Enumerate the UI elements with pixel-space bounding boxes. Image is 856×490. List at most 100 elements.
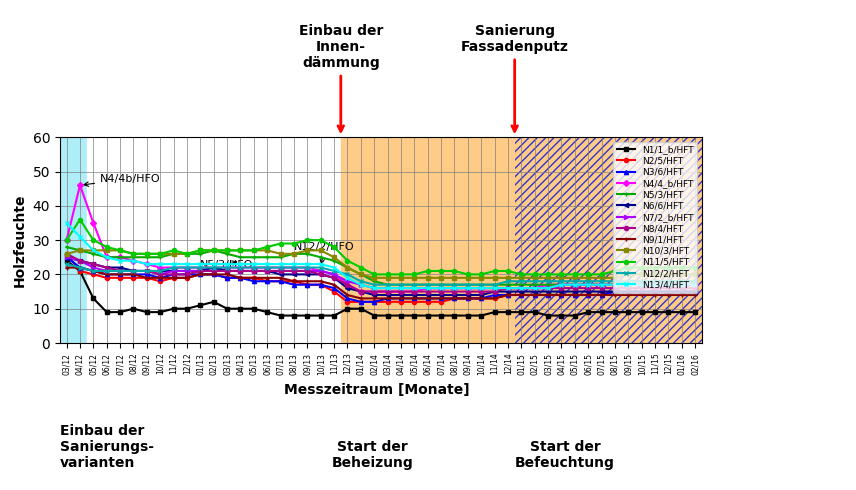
N2/5/HFT	[222, 275, 232, 281]
N11/5/HFT	[570, 271, 580, 277]
N12/2/HFT	[663, 278, 674, 284]
N12/2/HFT	[115, 268, 125, 274]
N13/4/HFT	[530, 285, 540, 291]
N10/3/HFT	[181, 251, 192, 257]
N4/4_b/HFT	[543, 282, 553, 288]
N13/4/HFT	[543, 285, 553, 291]
N5/3/HFT	[115, 254, 125, 260]
N10/3/HFT	[502, 275, 513, 281]
N11/5/HFT	[623, 265, 633, 270]
N11/5/HFT	[88, 237, 98, 243]
N10/3/HFT	[449, 275, 460, 281]
N12/2/HFT	[556, 278, 567, 284]
N11/5/HFT	[502, 268, 513, 274]
N4/4_b/HFT	[369, 289, 379, 294]
N10/3/HFT	[195, 247, 205, 253]
N8/4/HFT	[570, 285, 580, 291]
N3/6/HFT	[249, 278, 259, 284]
N10/3/HFT	[128, 251, 139, 257]
N12/2/HFT	[209, 265, 219, 270]
N7/2_b/HFT	[502, 285, 513, 291]
N10/3/HFT	[663, 271, 674, 277]
N7/2_b/HFT	[436, 285, 446, 291]
N4/4_b/HFT	[556, 282, 567, 288]
N11/5/HFT	[249, 247, 259, 253]
N12/2/HFT	[543, 278, 553, 284]
Text: Start der
Befeuchtung: Start der Befeuchtung	[515, 440, 615, 470]
N4/4_b/HFT	[316, 268, 326, 274]
N1/1_b/HFT	[142, 309, 152, 315]
N2/5/HFT	[342, 299, 353, 305]
N12/2/HFT	[316, 265, 326, 270]
N6/6/HFT	[195, 268, 205, 274]
N5/3/HFT	[609, 282, 620, 288]
N7/2_b/HFT	[543, 285, 553, 291]
N6/6/HFT	[530, 289, 540, 294]
N2/5/HFT	[436, 299, 446, 305]
N2/5/HFT	[556, 292, 567, 298]
N4/4_b/HFT	[530, 285, 540, 291]
N12/2/HFT	[463, 282, 473, 288]
N6/6/HFT	[288, 271, 299, 277]
N4/4_b/HFT	[650, 282, 660, 288]
N13/4/HFT	[62, 220, 72, 226]
Line: N10/3/HFT: N10/3/HFT	[64, 248, 698, 280]
N6/6/HFT	[209, 265, 219, 270]
N1/1_b/HFT	[383, 313, 393, 318]
N11/5/HFT	[449, 268, 460, 274]
N13/4/HFT	[102, 254, 112, 260]
N10/3/HFT	[690, 271, 700, 277]
N1/1_b/HFT	[490, 309, 500, 315]
N8/4/HFT	[395, 289, 406, 294]
N4/4_b/HFT	[677, 282, 687, 288]
N8/4/HFT	[302, 268, 312, 274]
N5/3/HFT	[530, 282, 540, 288]
N6/6/HFT	[88, 261, 98, 267]
N3/6/HFT	[530, 292, 540, 298]
N3/6/HFT	[623, 289, 633, 294]
N12/2/HFT	[102, 268, 112, 274]
N12/2/HFT	[74, 265, 85, 270]
N2/5/HFT	[302, 282, 312, 288]
N12/2/HFT	[516, 278, 526, 284]
N8/4/HFT	[583, 285, 593, 291]
N9/1/HFT	[329, 282, 339, 288]
N3/6/HFT	[142, 271, 152, 277]
N3/6/HFT	[262, 278, 272, 284]
N5/3/HFT	[209, 247, 219, 253]
N1/1_b/HFT	[155, 309, 165, 315]
N11/5/HFT	[383, 271, 393, 277]
N3/6/HFT	[102, 271, 112, 277]
N8/4/HFT	[476, 289, 486, 294]
N12/2/HFT	[235, 265, 246, 270]
N5/3/HFT	[181, 251, 192, 257]
N3/6/HFT	[88, 268, 98, 274]
N8/4/HFT	[169, 271, 179, 277]
N12/2/HFT	[609, 278, 620, 284]
N3/6/HFT	[276, 278, 286, 284]
N11/5/HFT	[677, 265, 687, 270]
N13/4/HFT	[623, 282, 633, 288]
Line: N7/2_b/HFT: N7/2_b/HFT	[64, 255, 698, 290]
N6/6/HFT	[556, 289, 567, 294]
N2/5/HFT	[155, 278, 165, 284]
N13/4/HFT	[195, 261, 205, 267]
N12/2/HFT	[502, 278, 513, 284]
N5/3/HFT	[88, 251, 98, 257]
N4/4_b/HFT	[128, 258, 139, 264]
N7/2_b/HFT	[637, 282, 647, 288]
N7/2_b/HFT	[102, 268, 112, 274]
N2/5/HFT	[543, 292, 553, 298]
N6/6/HFT	[356, 289, 366, 294]
N9/1/HFT	[262, 275, 272, 281]
N12/2/HFT	[449, 282, 460, 288]
N4/4_b/HFT	[423, 285, 433, 291]
N3/6/HFT	[235, 275, 246, 281]
N8/4/HFT	[383, 289, 393, 294]
N8/4/HFT	[637, 285, 647, 291]
N3/6/HFT	[155, 275, 165, 281]
N1/1_b/HFT	[115, 309, 125, 315]
N12/2/HFT	[88, 268, 98, 274]
N9/1/HFT	[556, 292, 567, 298]
N4/4_b/HFT	[516, 285, 526, 291]
